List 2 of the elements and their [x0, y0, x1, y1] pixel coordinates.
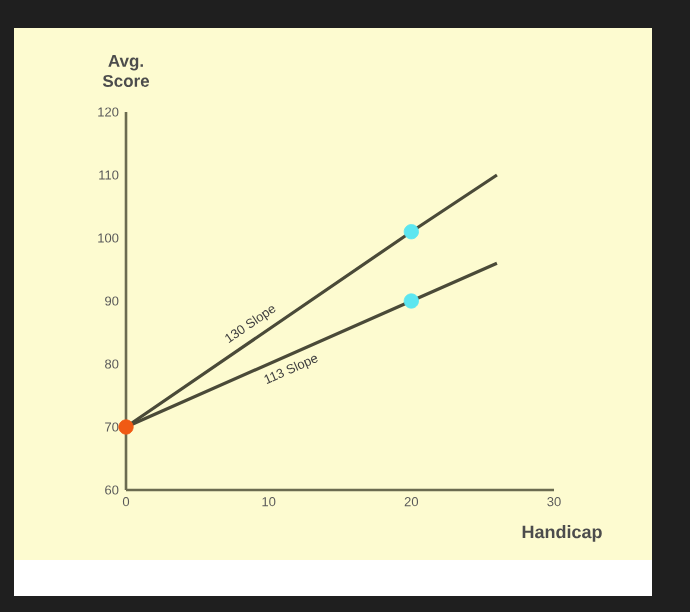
y-axis-title: Avg. Score	[102, 55, 150, 87]
x-axis-title: Handicap	[522, 525, 602, 542]
